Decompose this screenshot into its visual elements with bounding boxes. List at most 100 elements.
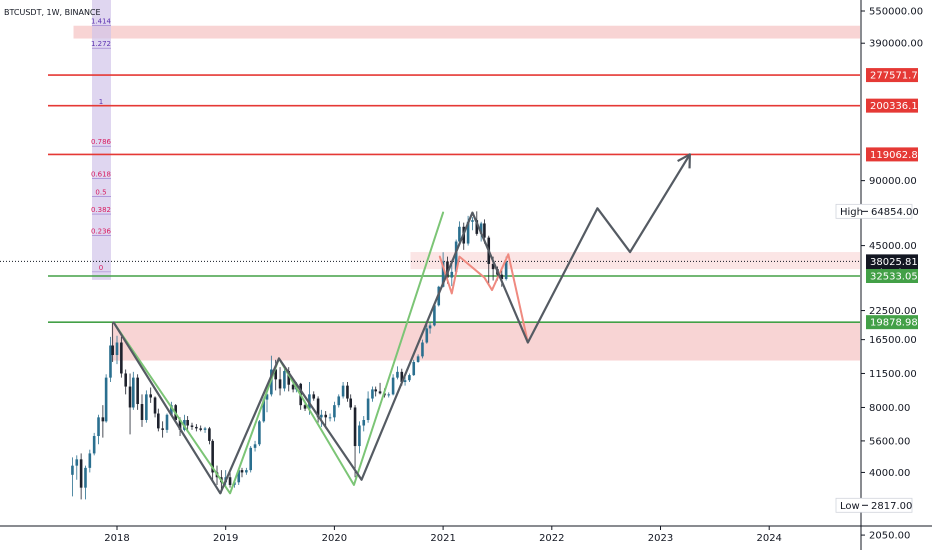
candle-body <box>374 389 378 392</box>
candle-body <box>312 394 316 399</box>
candle-body <box>491 263 495 270</box>
candle-body <box>97 417 100 437</box>
candle-body <box>161 428 164 430</box>
candle-body <box>208 428 211 441</box>
candle-body <box>165 414 169 430</box>
candle-body <box>237 470 241 483</box>
candle-body <box>328 417 332 419</box>
x-tick-label-3: 2021 <box>430 533 455 544</box>
candle-body <box>500 274 504 280</box>
candle-body <box>425 328 429 343</box>
fib-level-label-2: 1.272 <box>91 40 111 48</box>
fib-level-label-1: 1.414 <box>91 18 112 26</box>
candle-body <box>358 425 361 447</box>
candle-body <box>454 241 458 272</box>
fib-level-label-6: 0.5 <box>95 188 106 196</box>
price-tag-label-3: 38025.81 <box>870 257 918 268</box>
candle-body <box>253 444 257 448</box>
symbol-label: BTCUSDT, 1W, BINANCE <box>4 8 101 17</box>
candle-body <box>362 419 366 426</box>
candle-body <box>109 345 112 378</box>
candle-body <box>190 425 194 427</box>
candle-body <box>203 428 207 430</box>
candle-body <box>291 384 295 390</box>
candle-body <box>479 223 483 234</box>
low-label-value: 2817.00 <box>871 501 912 512</box>
high-label-text: High <box>840 207 863 218</box>
candle-body <box>79 459 83 488</box>
candle-body <box>391 377 395 395</box>
y-tick-label-19: 2050.00 <box>869 531 910 542</box>
candle-body <box>458 226 461 242</box>
fib-level-label-3: 1 <box>99 98 103 106</box>
candle-body <box>450 271 454 278</box>
candle-body <box>258 421 261 445</box>
candle-body <box>157 413 160 429</box>
candle-body <box>186 419 189 426</box>
price-tag-bg-4 <box>866 269 918 283</box>
candle-body <box>262 399 266 422</box>
zone-rect-0 <box>73 25 860 39</box>
candle-body <box>403 380 407 382</box>
candle-body <box>387 394 391 396</box>
y-tick-label-14: 11500.00 <box>869 369 917 380</box>
x-tick-label-1: 2019 <box>213 533 238 544</box>
candle-body <box>349 398 353 408</box>
candle-body <box>303 405 307 409</box>
candle-body <box>466 221 470 244</box>
candle-body <box>504 261 508 280</box>
candle-body <box>111 345 114 356</box>
y-tick-label-2: 390000.00 <box>869 39 923 50</box>
x-tick-label-6: 2024 <box>756 533 781 544</box>
candle-body <box>145 394 148 420</box>
candle-body <box>324 414 328 418</box>
candle-body <box>337 396 341 406</box>
price-tag-bg-5 <box>866 315 918 330</box>
y-tick-label-16: 5600.00 <box>869 436 910 447</box>
drawing-paths-layer <box>112 153 691 495</box>
candle-body <box>416 356 420 362</box>
candle-body <box>341 385 345 397</box>
candle-body <box>408 375 411 381</box>
candle-body <box>371 389 374 399</box>
candle-body <box>320 414 323 418</box>
fib-level-label-9: 0 <box>99 264 103 272</box>
candle-body <box>245 470 248 473</box>
candle-body <box>421 342 424 357</box>
y-tick-label-6: 90000.00 <box>869 176 917 187</box>
zones-layer <box>73 25 860 361</box>
price-tag-label-0: 277571.77 <box>870 71 924 82</box>
candle-body <box>178 419 182 430</box>
fib-level-label-7: 0.382 <box>91 206 111 214</box>
red-path <box>438 253 529 344</box>
candle-body <box>88 453 92 468</box>
candle-body <box>428 325 432 329</box>
y-tick-label-15: 8000.00 <box>869 403 910 414</box>
candle-body <box>92 436 96 454</box>
candle-body <box>278 379 282 389</box>
projection-arrow-head <box>677 153 691 169</box>
candle-body <box>400 371 404 382</box>
price-tag-label-5: 19878.98 <box>870 318 918 329</box>
candle-body <box>115 342 119 356</box>
candle-body <box>199 428 202 430</box>
candle-body <box>71 465 74 475</box>
candle-body <box>274 369 278 380</box>
candle-body <box>483 223 486 238</box>
high-label-bg <box>835 203 913 219</box>
candle-body <box>195 426 198 429</box>
candle-body <box>211 440 214 473</box>
y-tick-label-11: 22500.00 <box>869 306 917 317</box>
candle-body <box>283 371 286 389</box>
candle-body <box>433 305 436 326</box>
candle-body <box>228 477 232 485</box>
candle-body <box>378 391 382 394</box>
candle-body <box>333 405 336 418</box>
low-label-text: Low <box>840 501 860 512</box>
high-label-value: 64854.00 <box>871 207 919 218</box>
candle-body <box>265 394 269 400</box>
